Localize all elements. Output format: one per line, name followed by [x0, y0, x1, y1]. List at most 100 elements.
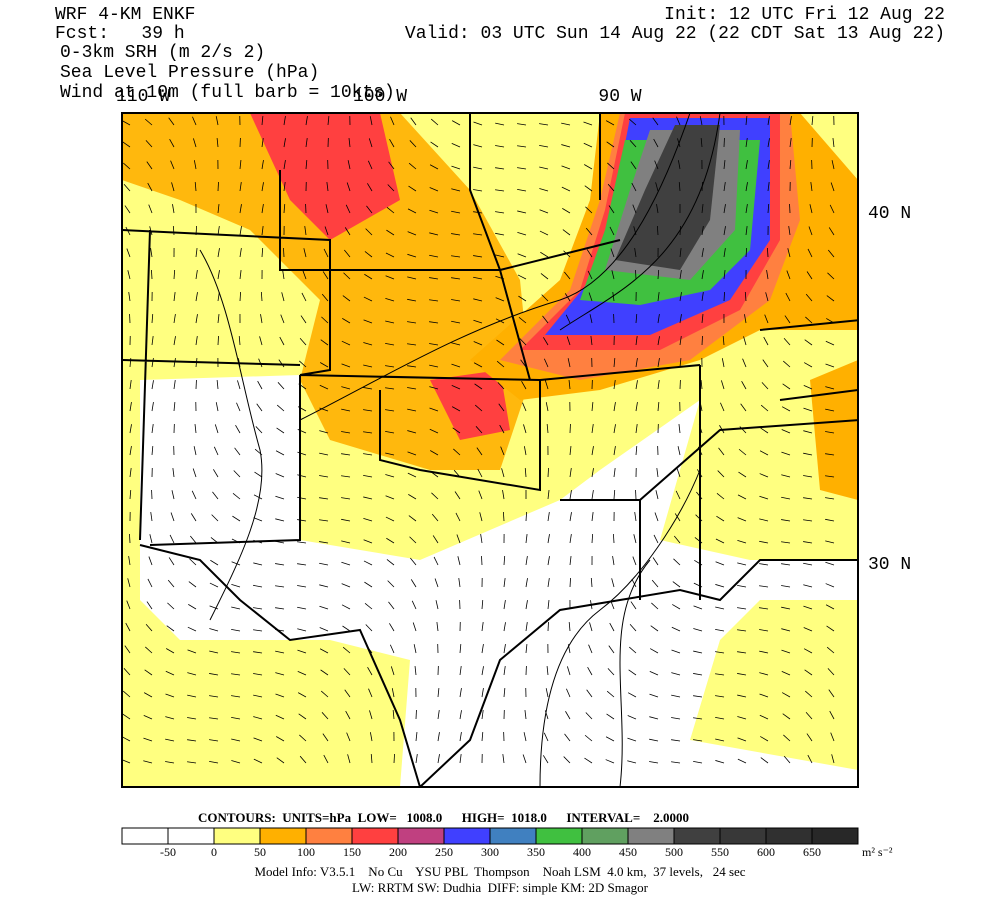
wind-barb: [237, 380, 241, 390]
wind-barb: [715, 538, 725, 544]
wind-barb: [567, 358, 571, 368]
wind-barb: [407, 253, 417, 258]
wind-barb: [297, 606, 307, 610]
wind-barb: [525, 600, 528, 610]
wind-barb: [825, 386, 835, 390]
wind-barb: [297, 692, 307, 698]
wind-barb: [723, 182, 726, 192]
wind-barb: [147, 182, 153, 192]
wind-barb: [367, 183, 373, 192]
wind-barb: [474, 383, 483, 390]
wind-barb: [803, 605, 813, 610]
wind-barb: [737, 651, 747, 654]
wind-barb: [737, 758, 747, 764]
wind-barb: [671, 672, 681, 676]
wind-barb: [341, 408, 351, 412]
wind-barb: [760, 427, 769, 434]
wind-barb: [562, 208, 571, 214]
wind-barb: [656, 225, 659, 236]
wind-barb: [429, 299, 439, 302]
wind-barb: [261, 226, 264, 236]
wind-barb: [674, 513, 681, 522]
wind-barb: [171, 182, 175, 192]
wind-barb: [319, 627, 329, 632]
wind-barb: [189, 558, 197, 566]
wind-barb: [410, 117, 417, 126]
wind-barb: [192, 116, 197, 126]
wind-barb: [451, 255, 461, 258]
wind-barb: [479, 512, 483, 522]
wind-barb: [363, 560, 373, 566]
wind-barb: [275, 714, 285, 720]
wind-barb: [363, 539, 373, 544]
wind-barb: [587, 666, 593, 676]
wind-barb: [364, 273, 373, 280]
wind-barb: [193, 160, 197, 170]
colorbar-label: 500: [665, 845, 683, 859]
wind-barb: [143, 692, 153, 698]
wind-barb: [145, 646, 153, 654]
wind-barb: [368, 688, 373, 698]
wind-barb: [320, 339, 329, 346]
wind-barb: [649, 716, 659, 720]
wind-barb: [539, 166, 549, 170]
wind-barb: [546, 424, 549, 434]
wind-barb: [261, 247, 264, 258]
wind-barb: [606, 141, 615, 148]
wind-barb: [275, 450, 285, 456]
wind-barb: [716, 515, 725, 522]
wind-barb: [473, 255, 483, 258]
wind-barb: [675, 490, 681, 500]
wind-barb: [543, 732, 549, 742]
wind-barb: [561, 186, 571, 192]
wind-barb: [122, 759, 131, 764]
wind-barb: [473, 211, 483, 214]
wind-barb: [239, 248, 242, 258]
wind-barb: [657, 314, 660, 324]
wind-barb: [239, 291, 242, 302]
wind-barb: [344, 689, 351, 698]
wind-barb: [613, 358, 616, 368]
wind-barb: [151, 402, 154, 412]
wind-barb: [569, 512, 572, 522]
wind-barb: [497, 382, 505, 390]
wind-barb: [258, 358, 263, 368]
wind-barb: [830, 182, 835, 192]
wind-barb: [437, 710, 440, 720]
wind-barb: [126, 248, 131, 258]
wind-barb: [649, 648, 659, 654]
wind-barb: [169, 534, 175, 544]
colorbar-units: m² s⁻²: [862, 845, 893, 859]
wind-barb: [654, 160, 659, 170]
wind-barb: [411, 600, 417, 610]
wind-barb: [721, 380, 725, 390]
wind-barb: [299, 360, 307, 368]
wind-barb: [166, 648, 175, 654]
wind-barb: [341, 475, 351, 478]
wind-barb: [323, 754, 329, 764]
wind-barb: [283, 182, 286, 192]
wind-barb: [517, 123, 527, 126]
wind-barb: [567, 644, 571, 654]
colorbar-swatch: [397, 827, 445, 845]
wind-barb: [429, 343, 439, 346]
wind-barb: [169, 138, 175, 148]
wind-barb: [693, 605, 703, 610]
wind-barb: [698, 424, 703, 434]
wind-barb: [123, 162, 131, 170]
wind-barb: [231, 695, 241, 698]
wind-barb: [474, 404, 483, 412]
wind-barb: [217, 226, 220, 236]
wind-barb: [276, 757, 285, 764]
wind-barb: [407, 276, 417, 280]
wind-barb: [253, 494, 263, 500]
wind-barb: [803, 384, 813, 390]
wind-barb: [261, 182, 264, 192]
wind-barb: [347, 160, 351, 170]
wind-barb: [503, 688, 506, 698]
wind-barb: [392, 710, 395, 720]
wind-barb: [173, 402, 176, 412]
wind-barb: [473, 319, 483, 324]
wind-barb: [430, 118, 439, 126]
wind-barb: [649, 761, 659, 764]
